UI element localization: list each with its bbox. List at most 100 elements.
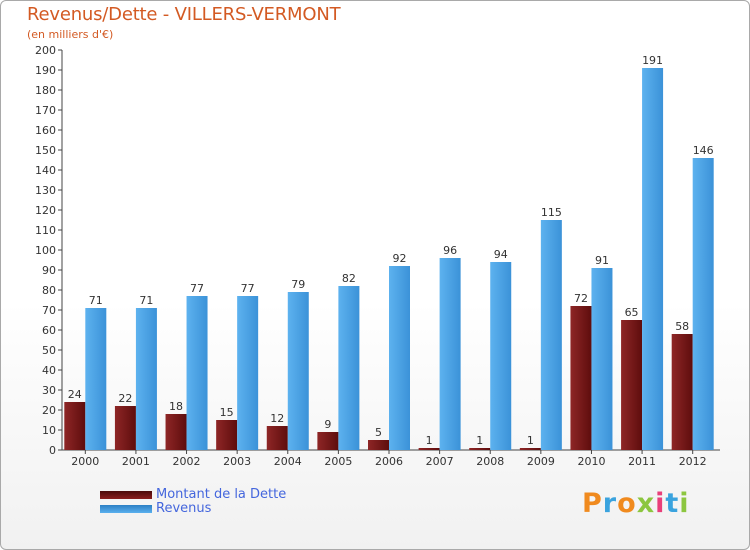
y-tick-label: 40 <box>42 364 56 377</box>
data-label-revenus-2005: 82 <box>342 272 356 285</box>
data-label-dette-2001: 22 <box>118 392 132 405</box>
bar-revenus-2000 <box>85 308 107 450</box>
bar-revenus-2006 <box>389 266 410 450</box>
x-tick-label-2011: 2011 <box>628 455 656 468</box>
bar-revenus-2002 <box>186 296 208 450</box>
bar-revenus-2008 <box>490 262 512 450</box>
proxiti-logo: Proxiti <box>582 488 690 519</box>
data-label-revenus-2011: 191 <box>642 54 663 67</box>
legend-swatch-dette <box>100 490 152 499</box>
bar-dette-2003 <box>216 420 238 450</box>
data-label-dette-2011: 65 <box>625 306 639 319</box>
y-tick-label: 100 <box>35 244 56 257</box>
logo-letter: x <box>636 488 656 519</box>
x-tick-label-2009: 2009 <box>527 455 555 468</box>
bar-dette-2004 <box>266 426 288 450</box>
bar-revenus-2005 <box>338 286 360 450</box>
x-tick-label-2001: 2001 <box>122 455 150 468</box>
data-label-revenus-2010: 91 <box>595 254 609 267</box>
y-tick-label: 90 <box>42 264 56 277</box>
x-tick-label-2002: 2002 <box>173 455 201 468</box>
bar-dette-2007 <box>418 448 440 450</box>
legend-item-revenus: Revenus <box>100 501 211 516</box>
y-tick-label: 50 <box>42 344 56 357</box>
logo-letter: i <box>679 488 690 519</box>
y-tick-label: 80 <box>42 284 56 297</box>
bar-dette-2010 <box>570 306 592 450</box>
logo-letter: P <box>582 488 603 519</box>
bar-revenus-2009 <box>540 220 562 450</box>
y-tick-label: 170 <box>35 104 56 117</box>
legend-label-revenus: Revenus <box>156 501 212 516</box>
data-label-dette-2010: 72 <box>574 292 588 305</box>
y-tick-label: 130 <box>35 184 56 197</box>
data-label-revenus-2003: 77 <box>241 282 255 295</box>
data-label-revenus-2001: 71 <box>139 294 153 307</box>
legend-label-dette: Montant de la Dette <box>156 487 287 502</box>
y-tick-label: 190 <box>35 64 56 77</box>
x-tick-label-2007: 2007 <box>426 455 454 468</box>
data-label-dette-2000: 24 <box>68 388 82 401</box>
x-tick-label-2008: 2008 <box>476 455 504 468</box>
bar-revenus-2012 <box>692 158 714 450</box>
y-tick-label: 10 <box>42 424 56 437</box>
bar-dette-2006 <box>368 440 389 450</box>
data-label-revenus-2002: 77 <box>190 282 204 295</box>
y-tick-label: 20 <box>42 404 56 417</box>
data-label-revenus-2004: 79 <box>291 278 305 291</box>
data-label-dette-2002: 18 <box>169 400 183 413</box>
data-label-dette-2012: 58 <box>675 320 689 333</box>
legend-item-dette: Montant de la Dette <box>100 487 286 502</box>
data-label-revenus-2007: 96 <box>443 244 457 257</box>
bar-revenus-2001 <box>135 308 157 450</box>
bar-dette-2008 <box>469 448 491 450</box>
data-label-dette-2009: 1 <box>527 434 534 447</box>
y-tick-label: 110 <box>35 224 56 237</box>
y-tick-label: 200 <box>35 44 56 57</box>
logo-letter: i <box>655 488 666 519</box>
bar-dette-2012 <box>671 334 693 450</box>
data-label-dette-2004: 12 <box>270 412 284 425</box>
data-label-dette-2008: 1 <box>476 434 483 447</box>
y-tick-label: 120 <box>35 204 56 217</box>
bar-dette-2002 <box>165 414 187 450</box>
legend-swatch-revenus <box>100 504 152 513</box>
y-tick-label: 140 <box>35 164 56 177</box>
x-tick-label-2005: 2005 <box>324 455 352 468</box>
logo-letter: t <box>665 488 680 519</box>
x-tick-label-2006: 2006 <box>375 455 403 468</box>
bar-revenus-2011 <box>642 68 664 450</box>
y-tick-label: 70 <box>42 304 56 317</box>
x-tick-label-2010: 2010 <box>577 455 605 468</box>
bar-revenus-2010 <box>591 268 613 450</box>
data-label-dette-2005: 9 <box>324 418 331 431</box>
y-tick-label: 150 <box>35 144 56 157</box>
data-label-revenus-2000: 71 <box>89 294 103 307</box>
bar-dette-2011 <box>621 320 643 450</box>
x-tick-label-2003: 2003 <box>223 455 251 468</box>
y-axis-unit-label: (en milliers d'€) <box>27 28 114 41</box>
y-tick-label: 180 <box>35 84 56 97</box>
x-tick-label-2004: 2004 <box>274 455 302 468</box>
x-tick-label-2012: 2012 <box>679 455 707 468</box>
x-tick-label-2000: 2000 <box>71 455 99 468</box>
bar-dette-2005 <box>317 432 339 450</box>
y-tick-label: 0 <box>49 444 56 457</box>
data-label-revenus-2012: 146 <box>693 144 714 157</box>
y-tick-label: 30 <box>42 384 56 397</box>
data-label-revenus-2009: 115 <box>541 206 562 219</box>
y-tick-label: 160 <box>35 124 56 137</box>
data-label-revenus-2006: 92 <box>393 252 407 265</box>
bar-dette-2009 <box>519 448 541 450</box>
logo-letter: o <box>617 488 637 519</box>
data-label-revenus-2008: 94 <box>494 248 508 261</box>
bar-revenus-2004 <box>287 292 309 450</box>
logo-letter: r <box>602 488 618 519</box>
y-tick-label: 60 <box>42 324 56 337</box>
data-label-dette-2003: 15 <box>220 406 234 419</box>
bar-revenus-2003 <box>237 296 259 450</box>
bar-dette-2001 <box>114 406 136 450</box>
data-label-dette-2006: 5 <box>375 426 382 439</box>
